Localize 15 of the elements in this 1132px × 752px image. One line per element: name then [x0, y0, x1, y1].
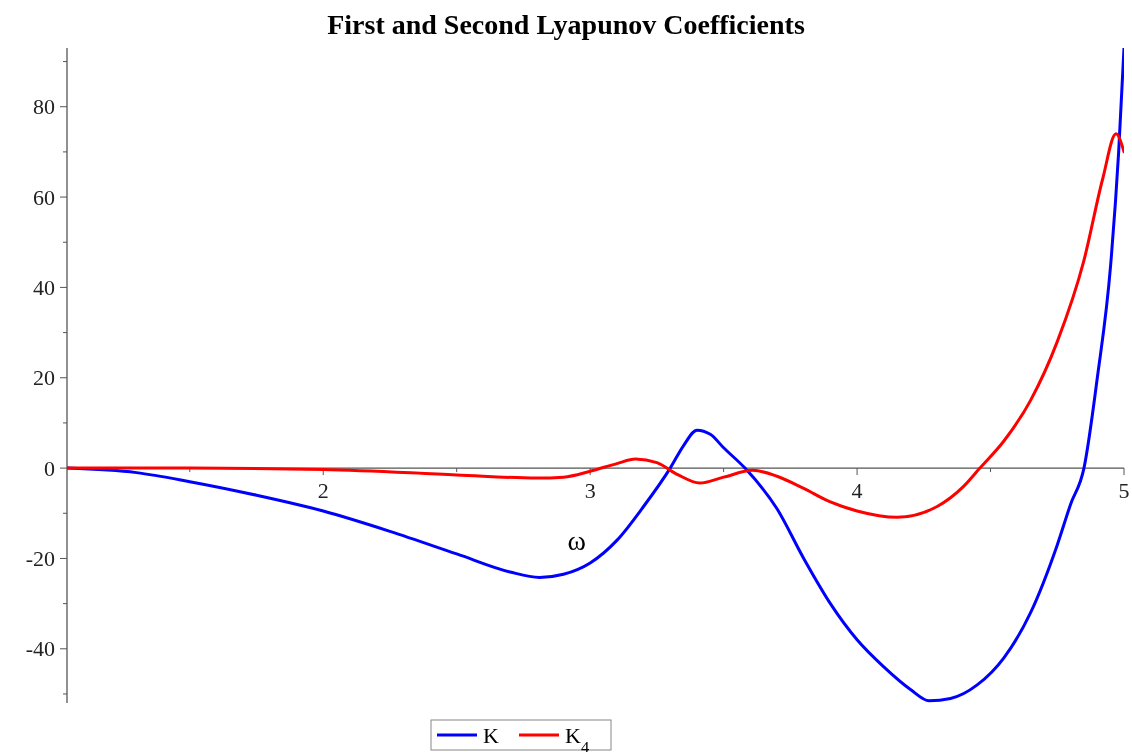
x-tick-label: 3 [584, 478, 596, 504]
legend-label: K [483, 722, 499, 748]
x-axis-title: ω [567, 525, 587, 557]
legend-label: K$_{4}$ [565, 722, 590, 752]
y-tick-label: 60 [33, 184, 55, 210]
y-tick-label: 80 [33, 94, 55, 120]
y-tick-label: 0 [44, 455, 55, 481]
x-tick-label: 5 [1118, 478, 1130, 504]
chart-title: First and Second Lyapunov Coefficients [327, 9, 805, 40]
y-tick-label: -20 [25, 546, 55, 572]
x-tick-label: 2 [317, 478, 329, 504]
y-tick-label: 40 [33, 275, 55, 301]
y-tick-label: 20 [33, 365, 55, 391]
y-tick-label: -40 [25, 636, 55, 662]
x-tick-label: 4 [851, 478, 863, 504]
